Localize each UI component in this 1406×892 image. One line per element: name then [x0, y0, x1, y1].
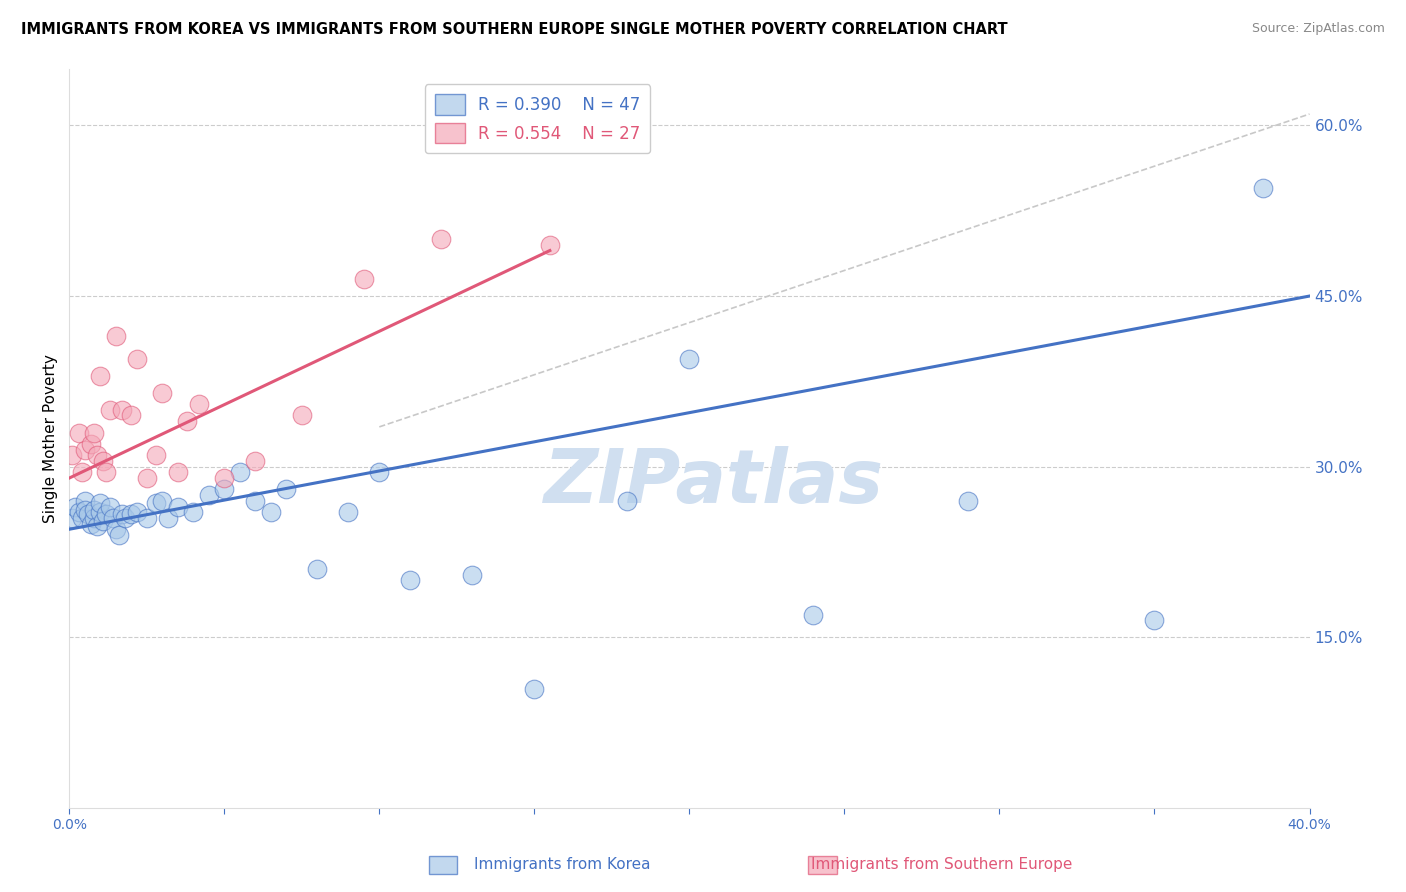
Point: [120, 409, 142, 423]
Point: [214, 471, 236, 485]
Point: [91, 454, 114, 468]
Point: [1251, 181, 1274, 195]
Point: [181, 505, 204, 519]
Point: [957, 493, 980, 508]
Text: IMMIGRANTS FROM KOREA VS IMMIGRANTS FROM SOUTHERN EUROPE SINGLE MOTHER POVERTY C: IMMIGRANTS FROM KOREA VS IMMIGRANTS FROM…: [21, 22, 1008, 37]
Point: [188, 397, 211, 411]
Point: [245, 454, 267, 468]
Point: [127, 351, 149, 366]
Point: [157, 511, 180, 525]
Point: [96, 508, 118, 522]
Point: [114, 511, 136, 525]
Point: [616, 493, 638, 508]
Point: [86, 448, 108, 462]
Point: [166, 466, 188, 480]
Point: [104, 522, 127, 536]
Legend: R = 0.390    N = 47, R = 0.554    N = 27: R = 0.390 N = 47, R = 0.554 N = 27: [425, 84, 651, 153]
Point: [166, 500, 188, 514]
Point: [430, 232, 453, 246]
Point: [73, 503, 96, 517]
Point: [111, 402, 134, 417]
Point: [1143, 613, 1166, 627]
Point: [399, 574, 422, 588]
Point: [197, 488, 219, 502]
Point: [135, 471, 157, 485]
Point: [150, 385, 173, 400]
Point: [120, 508, 142, 522]
Point: [70, 466, 93, 480]
Point: [83, 425, 105, 440]
Point: [65, 500, 87, 514]
Point: [150, 493, 173, 508]
Point: [176, 414, 198, 428]
Point: [89, 368, 111, 383]
Point: [803, 607, 825, 622]
Point: [353, 272, 375, 286]
Point: [145, 496, 167, 510]
Point: [73, 442, 96, 457]
Point: [111, 508, 134, 522]
Point: [91, 514, 114, 528]
Point: [70, 511, 93, 525]
Point: [98, 402, 121, 417]
Point: [229, 466, 252, 480]
Point: [96, 466, 118, 480]
Point: [89, 496, 111, 510]
Point: [368, 466, 391, 480]
Point: [67, 425, 90, 440]
Point: [214, 483, 236, 497]
Point: [108, 528, 131, 542]
Point: [337, 505, 360, 519]
Point: [80, 437, 103, 451]
Point: [98, 500, 121, 514]
Point: [145, 448, 167, 462]
Point: [60, 448, 83, 462]
Point: [307, 562, 329, 576]
Point: [83, 511, 105, 525]
Point: [538, 237, 561, 252]
Point: [89, 505, 111, 519]
Point: [104, 329, 127, 343]
Point: [276, 483, 298, 497]
Point: [291, 409, 314, 423]
Text: Immigrants from Southern Europe: Immigrants from Southern Europe: [811, 857, 1073, 872]
Point: [86, 519, 108, 533]
Point: [80, 516, 103, 531]
Point: [461, 567, 484, 582]
Point: [127, 505, 149, 519]
Point: [76, 508, 98, 522]
Text: Source: ZipAtlas.com: Source: ZipAtlas.com: [1251, 22, 1385, 36]
Point: [101, 511, 124, 525]
Point: [135, 511, 157, 525]
Point: [60, 511, 83, 525]
Text: ZIPatlas: ZIPatlas: [544, 446, 884, 519]
Point: [67, 505, 90, 519]
Point: [678, 351, 700, 366]
Point: [260, 505, 283, 519]
Y-axis label: Single Mother Poverty: Single Mother Poverty: [44, 354, 58, 523]
Point: [245, 493, 267, 508]
Point: [523, 681, 546, 696]
Point: [73, 493, 96, 508]
Text: Immigrants from Korea: Immigrants from Korea: [474, 857, 651, 872]
Point: [83, 503, 105, 517]
